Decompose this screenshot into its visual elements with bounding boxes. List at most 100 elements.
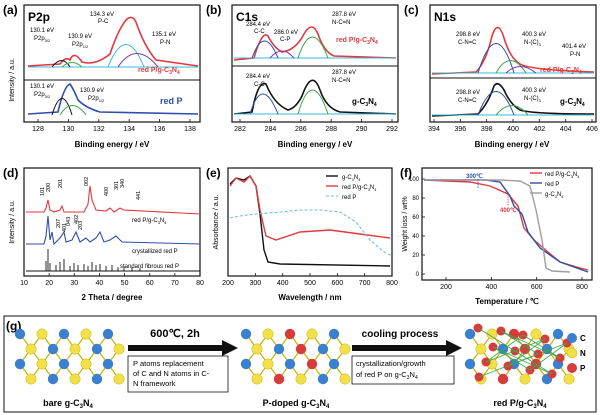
b-ann-a4: 284.4 eV [246, 74, 270, 80]
d-tick-label: 60 [146, 280, 154, 287]
c-label-bottom-sub2: 4 [582, 102, 585, 108]
a-ann-p2b-sub: 3/2 [45, 38, 51, 43]
b-label-top-sub: 3 [367, 40, 370, 46]
g-atom [284, 358, 296, 370]
e-legend-1: g-C3N4 [342, 175, 361, 182]
f-ann-300: 300℃ [466, 173, 483, 180]
g-atom [306, 358, 318, 370]
a-label-bottom: red P [160, 96, 183, 106]
b-tick-label: 290 [356, 126, 368, 133]
g-caption-3-sub2: 4 [543, 404, 547, 410]
g-caption-3-main: red P/g-C [493, 398, 534, 408]
a-top-red-curve [27, 16, 199, 67]
e-tick-label: 300 [249, 280, 261, 287]
g-atom [328, 328, 340, 340]
f-legend-1-end: N [573, 172, 577, 178]
g-redp-bond [522, 334, 561, 359]
g-molecule-bare [14, 328, 125, 385]
f-ytick-label: 100 [409, 177, 420, 183]
a-ann-p3: 130.9 eV [68, 34, 92, 40]
b-ann-a3b: N-C=N [332, 20, 351, 26]
d-peak-label: 340 [120, 179, 126, 188]
b-label-bottom: g-C3N4 [352, 97, 377, 108]
b-label-top: red P/g-C3N4 [336, 37, 378, 46]
c-label-top-end: N [574, 67, 579, 74]
f-legend-3-sub2: 4 [561, 194, 564, 199]
g-atom [102, 358, 114, 370]
f-legend-1-sub2: 4 [577, 174, 580, 179]
f-legend-3: g-C3N4 [545, 192, 564, 199]
a-label-top-main: red P/g-C [138, 67, 169, 74]
b-label-bottom-main: g-C [352, 97, 366, 106]
c-top-fit-3 [505, 66, 537, 74]
g-step2-label: cooling process [362, 329, 439, 340]
g-atom [69, 343, 81, 355]
g-box-2 [351, 355, 455, 385]
f-tick-label: 200 [440, 284, 452, 291]
a-label-top-sub: 3 [169, 70, 172, 76]
g-atom [486, 328, 498, 340]
f-legend-1-main: red P/g-C [545, 172, 571, 178]
e-tick-label: 700 [359, 280, 371, 287]
panel-e-ticks: 200 300 400 500 600 700 800 [222, 273, 398, 287]
g-caption-3-sub: 3 [533, 404, 537, 410]
a-top-fit-2 [61, 62, 83, 68]
panel-f-frame [421, 167, 593, 281]
g-atom [25, 373, 37, 385]
panel-c-xlabel: Binding energy / eV [475, 140, 550, 149]
g-atom [339, 373, 351, 385]
g-atom [563, 373, 575, 385]
e-legend-2: red P/g-C3N4 [342, 185, 377, 192]
c-ann-n1: 298.8 eV [456, 32, 480, 38]
g-atom [36, 358, 48, 370]
panel-e-ylabel: Absorbance / a.u. [213, 195, 220, 250]
c-label-top: red P/g-C3N4 [540, 67, 582, 76]
g-atom [317, 343, 329, 355]
f-ytick-label: 20 [412, 253, 419, 259]
g-atom [262, 358, 274, 370]
panel-f-ticks: 200 400 600 800 0 20 40 60 80 100 [409, 177, 588, 291]
g-legend-c: C [580, 334, 586, 343]
a-bottom-fit-1 [51, 98, 73, 116]
a-ann-p1b: P-C [98, 19, 109, 25]
d-peak-label: 207 [56, 219, 62, 228]
c-top-fit-2 [495, 60, 527, 74]
b-ann-a5b: N-C=N [332, 78, 351, 84]
c-ann-n2b: N-(C)3 [524, 40, 542, 47]
g-atom [519, 373, 531, 385]
g-legend-p-dot [567, 363, 577, 373]
d-label-1-main: red P/g-C [132, 218, 158, 224]
c-tick-label: 402 [533, 126, 545, 133]
d-tick-label: 10 [20, 280, 28, 287]
g-caption-3: red P/g-C3N4 [493, 398, 547, 410]
a-label-top-sub2: 4 [177, 70, 180, 76]
g-atom [58, 328, 70, 340]
b-label-bottom-sub2: 4 [374, 102, 377, 108]
panel-e-xlabel: Wavelength / nm [278, 293, 341, 302]
b-top-fit-2 [269, 50, 295, 59]
g-atom [273, 373, 285, 385]
g-box2-line1: crystallization/growth [356, 359, 426, 368]
panel-c-title: N1s [434, 10, 456, 24]
g-atom [508, 328, 520, 340]
panel-e: (e) Absorbance / a.u. Wavelength / nm 20… [206, 166, 398, 302]
g-molecule-pdoped [240, 328, 351, 385]
g-atom [464, 358, 476, 370]
c-label-bottom-end: N [576, 97, 582, 106]
g-atom [91, 343, 103, 355]
g-atom [273, 343, 285, 355]
g-caption-1-end: N [83, 398, 90, 408]
g-caption-2: P-doped g-C3N4 [263, 398, 330, 410]
a-ann-p4b: P-N [160, 40, 170, 46]
c-top-red-curve [431, 26, 595, 75]
e-legend-1-sub: 3 [352, 177, 355, 182]
panel-d-ylabel: Intensity / a.u. [9, 200, 16, 244]
g-redp-bond [478, 353, 539, 378]
f-tick-label: 400 [485, 284, 497, 291]
panel-a-frame [23, 4, 201, 123]
g-molecule-redp [464, 323, 575, 385]
d-crystallized-redp-curve [26, 215, 201, 246]
c-tick-label: 396 [454, 126, 466, 133]
a-ann-p2: 130.1 eV [30, 28, 54, 34]
